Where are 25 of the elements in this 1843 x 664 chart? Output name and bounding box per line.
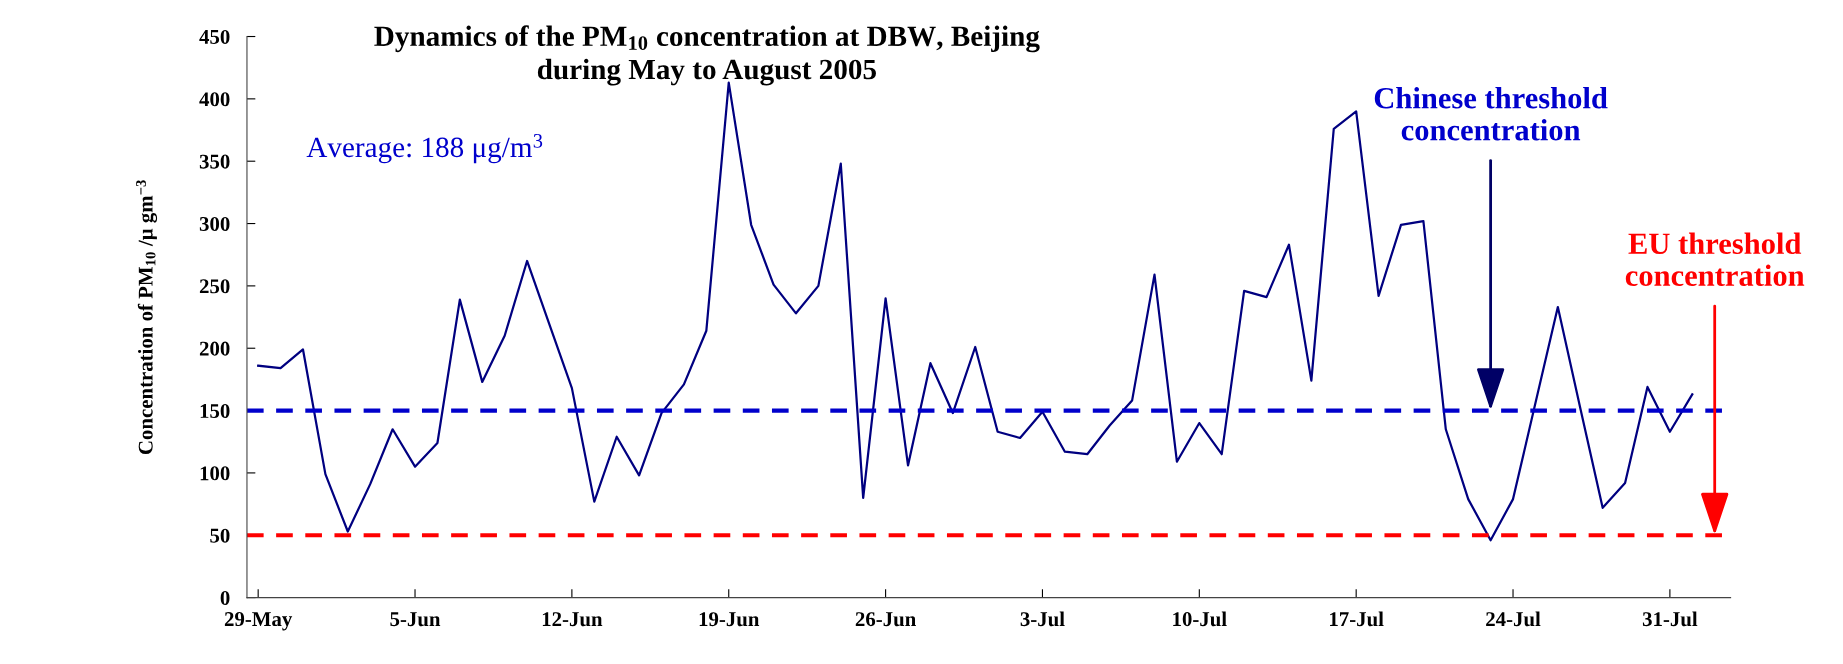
y-axis-title: Concentration of PM$_{10}$ /μ gm$^{−3}$ bbox=[136, 180, 158, 455]
y-tick-label: 150 bbox=[200, 403, 230, 419]
x-tick-label: 26-Jun bbox=[855, 612, 916, 627]
y-tick-label: 200 bbox=[199, 341, 230, 356]
y-tick-label: 350 bbox=[199, 154, 230, 169]
y-tick-label: 400 bbox=[199, 92, 230, 107]
x-tick-label: 24-Jul bbox=[1486, 611, 1541, 627]
y-tick-label: 100 bbox=[200, 466, 230, 481]
y-tick-label: 300 bbox=[199, 216, 230, 231]
annotation: EU threshold concentration bbox=[1625, 232, 1805, 286]
annotation: Chinese threshold concentration bbox=[1374, 87, 1608, 141]
x-tick-label: 5-Jun bbox=[390, 612, 441, 627]
x-tick-label: 12-Jun bbox=[542, 612, 603, 627]
chart-title: Dynamics of the PM$_{10}$ concentration at DBW, Beijing during May to August 2005 bbox=[374, 25, 1040, 86]
annotation: Average: 188 μg/m$^{3}$ bbox=[306, 134, 543, 164]
x-tick-label: 10-Jul bbox=[1173, 611, 1227, 627]
x-tick-label: 19-Jun bbox=[699, 612, 760, 627]
x-tick-label: 29-May bbox=[224, 612, 293, 631]
y-tick-label: 450 bbox=[199, 29, 230, 44]
x-tick-label: 31-Jul bbox=[1642, 611, 1698, 627]
x-tick-label: 17-Jul bbox=[1330, 611, 1384, 627]
y-tick-label: 50 bbox=[210, 528, 230, 543]
y-tick-label: 0 bbox=[220, 590, 230, 606]
x-tick-label: 3-Jul bbox=[1020, 611, 1065, 627]
y-tick-label: 250 bbox=[199, 279, 230, 294]
